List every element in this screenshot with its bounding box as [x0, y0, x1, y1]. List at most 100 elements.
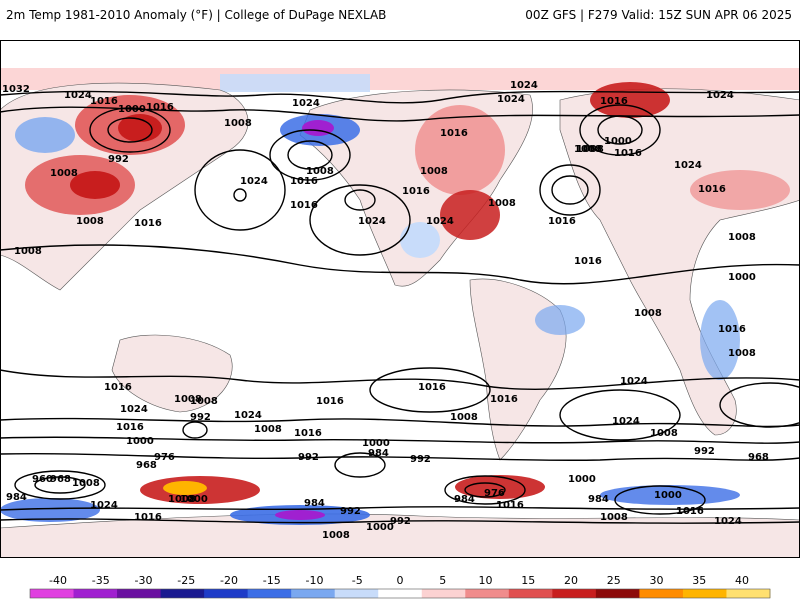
anomaly-antarctic-core [275, 510, 325, 520]
isobar-label: 1008 [600, 512, 628, 523]
isobar-line [309, 184, 411, 256]
map-svg: 1032 1024 1016 1016 1000 1008 992 1008 1… [0, 40, 800, 558]
map-header: 2m Temp 1981-2010 Anomaly (°F) | College… [0, 0, 800, 32]
colorbar-segment [421, 589, 466, 598]
isobar-line [34, 476, 86, 494]
weather-map: 1032 1024 1016 1016 1000 1008 992 1008 1… [0, 40, 800, 558]
isobar-label: 1024 [234, 410, 262, 421]
map-title: 2m Temp 1981-2010 Anomaly (°F) | College… [6, 8, 387, 22]
colorbar-segment [726, 589, 771, 598]
isobar-label: 1016 [490, 394, 518, 405]
isobar-line [334, 452, 386, 478]
isobar-label: 1008 [174, 394, 202, 405]
anomaly-colorbar: -40 -35 -30 -25 -20 -15 -10 -5 0 5 10 15 20 25 30 35 40 [0, 572, 800, 600]
anomaly-central-asia-core [70, 171, 120, 199]
colorbar-segment [117, 589, 162, 598]
isobar-label: 1016 [146, 102, 174, 113]
isobar-label: 1000 [118, 104, 146, 115]
isobar-label: 992 [340, 506, 361, 517]
anomaly-southern-ocean-warm-east [455, 475, 545, 499]
isobar-label: 1024 [90, 500, 118, 511]
colorbar-segment [552, 589, 597, 598]
isobar-label: 1008 [728, 232, 756, 243]
isobar-line [0, 417, 800, 428]
isobar-label: 1000 [126, 436, 154, 447]
isobar-label: 1008 [72, 478, 100, 489]
isobar-line [579, 104, 661, 156]
isobar-label: 992 [298, 452, 319, 463]
isobar-label: 1024 [620, 376, 648, 387]
colorbar-tick-label: 25 [607, 574, 621, 587]
colorbar-outline [29, 588, 771, 599]
anomaly-shading [0, 82, 790, 525]
colorbar-segment [334, 589, 379, 598]
isobar-line [233, 188, 247, 202]
colorbar-tick-label: -40 [49, 574, 67, 587]
colorbar-tick-label: 20 [564, 574, 578, 587]
isobar-label: 1008 [190, 396, 218, 407]
isobar-label: 1024 [612, 416, 640, 427]
isobar-label: 1000 [366, 522, 394, 533]
colorbar-tick-label: -10 [306, 574, 324, 587]
colorbar-segment [73, 589, 118, 598]
isobar-line [14, 470, 106, 500]
isobar-label: 1008 [168, 494, 196, 505]
isobar-line [107, 117, 153, 143]
isobar-label: 1016 [496, 500, 524, 511]
colorbar-segment [160, 589, 205, 598]
isobar-label: 1008 [450, 412, 478, 423]
isobar-line [444, 475, 526, 505]
colorbar-segment [378, 589, 423, 598]
isobar-label: 992 [108, 154, 129, 165]
isobar-labels: 1032 1024 1016 1016 1000 1008 992 1008 1… [2, 80, 769, 541]
isobar-label: 1024 [240, 176, 268, 187]
isobar-label: 1024 [510, 80, 538, 91]
colorbar-segment [291, 589, 336, 598]
isobar-label: 1016 [134, 218, 162, 229]
anomaly-antarctic-cold-west [0, 498, 100, 522]
isobar-label: 984 [454, 494, 475, 505]
colorbar-svg: -40 -35 -30 -25 -20 -15 -10 -5 0 5 10 15 20 25 30 35 40 [29, 574, 771, 599]
antarctica-landmass [0, 513, 800, 558]
anomaly-southern-ocean-core-west [163, 481, 207, 495]
isobar-line [551, 175, 589, 205]
isobar-label: 976 [154, 452, 175, 463]
isobar-line [0, 90, 800, 104]
isobar-label: 1008 [488, 198, 516, 209]
isobar-label: 1024 [426, 216, 454, 227]
model-valid-time: 00Z GFS | F279 Valid: 15Z SUN APR 06 202… [525, 8, 792, 22]
isobar-label: 1016 [718, 324, 746, 335]
colorbar-segment [247, 589, 292, 598]
arctic-warm-band [0, 68, 800, 90]
isobar-line [719, 382, 800, 428]
isobar-label: 976 [484, 488, 505, 499]
isobar-label: 1008 [306, 166, 334, 177]
isobar-label: 992 [190, 412, 211, 423]
isobar-label: 1024 [674, 160, 702, 171]
isobar-line [0, 369, 800, 390]
colorbar-segment [465, 589, 510, 598]
isobar-line [194, 149, 286, 231]
isobar-label: 1016 [104, 382, 132, 393]
isobar-label: 1008 [50, 168, 78, 179]
isobar-label: 1016 [574, 256, 602, 267]
colorbar-tick-label: -20 [220, 574, 238, 587]
isobar-label: 1016 [316, 396, 344, 407]
colorbar-tick-label: 5 [439, 574, 446, 587]
isobar-label: 1024 [714, 516, 742, 527]
isobar-label: 984 [368, 448, 389, 459]
isobar-label: 1016 [600, 96, 628, 107]
isobar-label: 1016 [698, 184, 726, 195]
isobar-label: 1008 [650, 428, 678, 439]
anomaly-northern-europe-warm [590, 82, 670, 118]
anomaly-siberia-cold [15, 117, 75, 153]
colorbar-tick-label: 15 [521, 574, 535, 587]
isobar-line [0, 436, 800, 444]
isobar-label: 1016 [614, 148, 642, 159]
isobar-line [182, 421, 208, 439]
colorbar-tick-label: -30 [135, 574, 153, 587]
isobar-label: 992 [410, 454, 431, 465]
isobar-label: 1008 [634, 308, 662, 319]
isobar-label: 1000 [654, 490, 682, 501]
anomaly-middle-east-warm [690, 170, 790, 210]
